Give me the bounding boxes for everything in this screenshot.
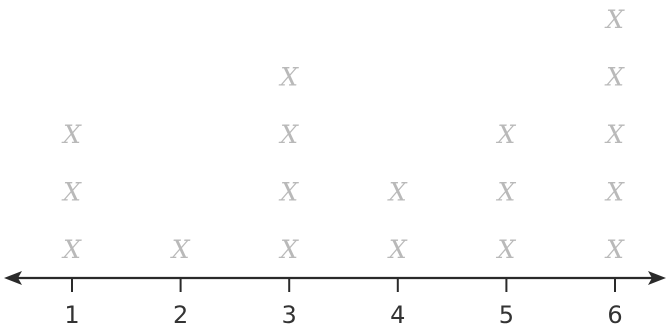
- x-mark: X: [495, 235, 516, 264]
- tick-label: 1: [64, 301, 79, 329]
- x-mark: X: [61, 235, 82, 264]
- x-mark: X: [387, 235, 408, 264]
- right-arrow-icon: [648, 271, 666, 285]
- x-mark: X: [61, 120, 82, 149]
- x-mark: X: [495, 178, 516, 207]
- x-mark: X: [604, 120, 625, 149]
- tick-label: 2: [173, 301, 188, 329]
- tick-label: 4: [390, 301, 405, 329]
- tick-label: 3: [282, 301, 297, 329]
- x-mark: X: [170, 235, 191, 264]
- ticks-group: 1 2 3 4 5 6: [64, 277, 623, 329]
- x-mark: X: [278, 120, 299, 149]
- x-mark: X: [387, 178, 408, 207]
- x-mark: X: [278, 235, 299, 264]
- x-mark: X: [604, 5, 625, 34]
- tick-label: 5: [499, 301, 514, 329]
- tick-label: 6: [607, 301, 622, 329]
- x-mark: X: [278, 178, 299, 207]
- x-mark: X: [61, 178, 82, 207]
- x-mark: X: [604, 63, 625, 92]
- number-line: [4, 271, 666, 285]
- x-mark: X: [495, 120, 516, 149]
- x-mark: X: [604, 178, 625, 207]
- x-mark: X: [604, 235, 625, 264]
- x-mark: X: [278, 63, 299, 92]
- left-arrow-icon: [4, 271, 22, 285]
